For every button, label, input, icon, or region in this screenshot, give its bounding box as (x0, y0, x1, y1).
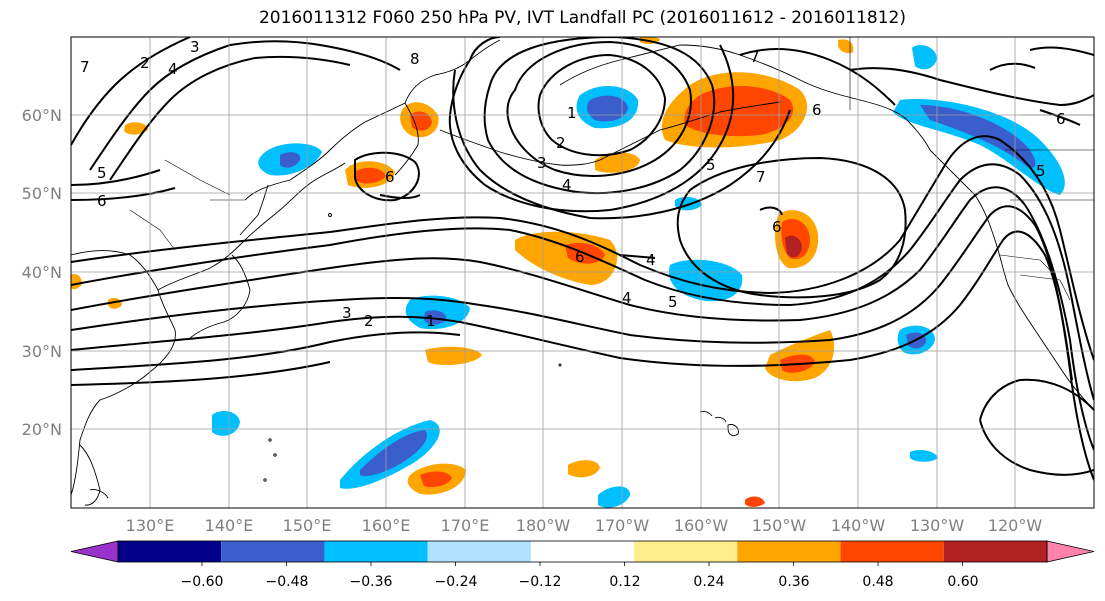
contour-label: 6 (385, 168, 395, 186)
contour-label: 1 (426, 312, 436, 330)
contour-label: 5 (706, 156, 716, 174)
colorbar-outline (117, 540, 1048, 563)
coastlines (71, 39, 1094, 506)
contour-label: 5 (1036, 162, 1046, 180)
lat-label: 20°N (22, 420, 62, 439)
colorbar-tick-label: −0.48 (266, 574, 309, 590)
contour-label: 6 (97, 192, 107, 210)
contour-labels: 7 2 4 3 5 6 8 6 1 2 3 4 7 6 5 7 6 6 4 4 … (80, 38, 1066, 330)
lon-label: 160°E (362, 516, 411, 535)
colorbar-segment (427, 541, 531, 562)
lon-label: 120°W (988, 516, 1043, 535)
contour-label: 4 (646, 251, 656, 269)
contour-label: 6 (772, 218, 782, 236)
colorbar-tick-label: 0.24 (693, 574, 724, 590)
lon-label: 140°W (831, 516, 886, 535)
lon-label: 150°W (752, 516, 807, 535)
lon-label: 170°W (595, 516, 650, 535)
contour-label: 2 (364, 312, 374, 330)
lat-label: 50°N (22, 184, 62, 203)
contour-label: 7 (750, 48, 760, 66)
colorbar-segment (324, 541, 428, 562)
contour-label: 8 (410, 50, 420, 68)
lon-label: 130°E (126, 516, 175, 535)
shaded-anomalies (71, 37, 1065, 508)
contour-label: 4 (562, 176, 572, 194)
map-title: 2016011312 F060 250 hPa PV, IVT Landfall… (258, 8, 906, 28)
colorbar: −0.60 −0.48 −0.36 −0.24 −0.12 0.12 0.24 … (70, 540, 1095, 590)
colorbar-segment (118, 541, 222, 562)
contour-label: 2 (140, 54, 150, 72)
contour-label: 3 (537, 154, 547, 172)
lon-label: 170°E (441, 516, 490, 535)
map-frame (70, 36, 1095, 509)
contour-label: 4 (168, 60, 178, 78)
longitude-labels: 130°E 140°E 150°E 160°E 170°E 180°W 170°… (126, 516, 1043, 535)
lon-label: 140°E (205, 516, 254, 535)
colorbar-segment (737, 541, 841, 562)
contour-label: 7 (756, 168, 766, 186)
lat-label: 40°N (22, 263, 62, 282)
colorbar-segments (70, 540, 1095, 563)
contour-label: 1 (567, 104, 577, 122)
contour-label: 6 (575, 248, 585, 266)
gridlines (71, 37, 1094, 508)
colorbar-segment (634, 541, 738, 562)
contour-label: 6 (812, 101, 822, 119)
colorbar-ticks: −0.60 −0.48 −0.36 −0.24 −0.12 0.12 0.24 … (181, 562, 979, 590)
contour-label: 4 (622, 289, 632, 307)
colorbar-tick-label: 0.12 (609, 574, 640, 590)
colorbar-segment (221, 541, 325, 562)
pv-contours (71, 37, 1094, 481)
colorbar-tick-label: −0.12 (519, 574, 562, 590)
colorbar-tick-label: −0.60 (181, 574, 224, 590)
colorbar-segment (530, 541, 635, 562)
colorbar-tick-label: −0.36 (350, 574, 393, 590)
contour-label: 2 (556, 134, 566, 152)
contour-label: 5 (668, 293, 678, 311)
contour-label: 3 (342, 304, 352, 322)
colorbar-tick-label: 0.60 (947, 574, 978, 590)
contour-label: 5 (97, 164, 107, 182)
colorbar-segment (840, 541, 944, 562)
contour-label: 6 (1056, 110, 1066, 128)
latitude-labels: 60°N 50°N 40°N 30°N 20°N (22, 106, 62, 439)
contour-label: 3 (190, 38, 200, 56)
colorbar-extend-low (70, 540, 119, 563)
lon-label: 150°E (283, 516, 332, 535)
colorbar-tick-label: 0.36 (778, 574, 809, 590)
lat-label: 30°N (22, 342, 62, 361)
lat-label: 60°N (22, 106, 62, 125)
lon-label: 160°W (674, 516, 729, 535)
colorbar-tick-label: −0.24 (435, 574, 478, 590)
lon-label: 130°W (910, 516, 965, 535)
lon-label: 180°W (516, 516, 571, 535)
colorbar-extend-high (1046, 540, 1095, 563)
contour-label: 7 (80, 58, 90, 76)
colorbar-tick-label: 0.48 (862, 574, 893, 590)
colorbar-segment (943, 541, 1047, 562)
